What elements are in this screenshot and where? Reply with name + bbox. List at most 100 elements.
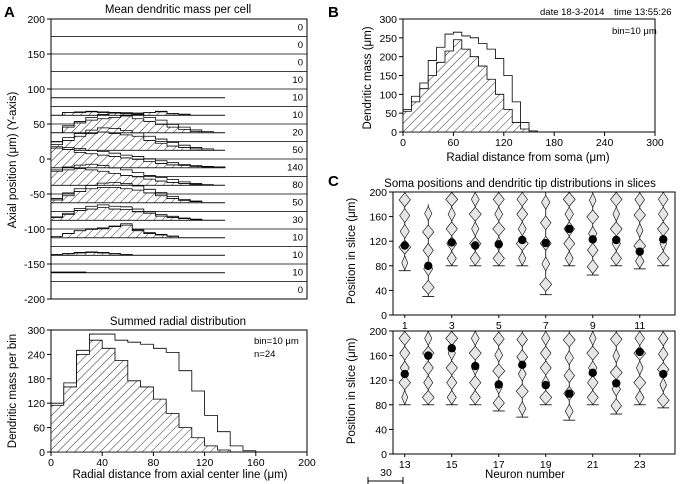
panel-a-ytick-label: 50 [33, 119, 45, 131]
panel-a-slice-count: 0 [298, 57, 303, 68]
panel-c-bottom-tip-density [492, 395, 505, 411]
panel-c-bottom-tip-density [494, 347, 504, 363]
panel-b: B date 18-3-2014 time 13:55:26 bin=10 μm… [328, 4, 672, 164]
panel-c-bottom-tip-density [539, 389, 553, 405]
panel-c-bottom-tip-density [517, 366, 527, 382]
panel-a-slice-hatched [50, 131, 225, 151]
panel-c-top-ytick-label: 80 [375, 261, 387, 273]
panel-c-bottom-tip-density [421, 389, 435, 405]
panel-c-bottom-tip-density [398, 375, 412, 391]
panel-b-xtick-label: 60 [448, 137, 460, 149]
panel-c-bottom-tip-density [399, 345, 411, 361]
panel-c-bottom-soma-dot [471, 361, 480, 371]
panel-b-time: time 13:55:26 [614, 7, 672, 18]
panel-c-bottom-tip-density [492, 331, 505, 347]
panel-b-ytick-label: 200 [379, 52, 397, 64]
panel-a-yticks: 200 150 100 50 0 -50 -100 -150 -200 [24, 14, 51, 306]
panel-c-bottom-ytick-label: 80 [375, 400, 387, 412]
panel-c-bottom-tip-density [610, 331, 623, 347]
panel-c-top-tip-density [401, 255, 409, 271]
panel-c-top-tip-density [492, 250, 505, 266]
panel-c-bottom-tip-density [468, 345, 482, 361]
panel-c-bottom-tip-density [539, 360, 552, 376]
panel-c-top-tip-density [541, 194, 551, 210]
panel-c-top-tip-density [656, 250, 670, 266]
panel-c-top-ylabel: Position in slice (μm) [346, 198, 358, 304]
panel-a-slice-hatched [50, 224, 225, 239]
panel-c-bottom-tip-density [445, 330, 459, 346]
panel-c-top-ytick-label: 120 [369, 236, 387, 248]
panel-c-top-tip-density [610, 250, 622, 266]
panel-c-bottom-tip-density [634, 330, 645, 346]
panel-c-top-tip-density [516, 191, 528, 207]
panel-b-xticks: 0 60 120 180 240 300 [400, 132, 664, 149]
panel-a-slice-hatched [50, 252, 225, 256]
panel-c-top-tip-density [447, 206, 456, 222]
panel-c-top-soma-dot [659, 235, 668, 244]
panel-b-ytick-label: 0 [391, 127, 397, 139]
panel-c-bottom-tip-density [445, 360, 458, 376]
panel-c-bottom-tip-density [589, 330, 597, 347]
panel-c-bottom-tip-density [610, 398, 622, 414]
panel-c-bottom-tip-density [611, 381, 621, 397]
panel-a-slice-count: 10 [292, 232, 303, 243]
panel-a-slice-hatched [50, 147, 225, 169]
panel-c-bottom-ytick-label: 0 [381, 449, 387, 461]
panel-c-bottom-tip-density [516, 332, 528, 348]
panel-b-xtick-label: 180 [545, 137, 563, 149]
panel-c-top-tip-density [494, 206, 504, 222]
panel-a-ytick-label: 150 [27, 49, 45, 61]
panel-c-bottom-tip-density [587, 375, 599, 391]
panel-c-bottom-tip-density [564, 350, 574, 366]
panel-c-bottom-tip-density [469, 389, 481, 405]
panel-a-summed-xtick-label: 120 [196, 457, 214, 469]
panel-b-ytick-label: 250 [379, 33, 397, 45]
panel-a-summed-bars [50, 333, 257, 453]
panel-c-top-tip-density [446, 250, 457, 266]
panel-b-xtick-label: 0 [400, 137, 406, 149]
panel-b-bars [402, 31, 655, 133]
panel-a-slice-hatched [50, 207, 225, 221]
panel-c-bottom-tip-density [633, 375, 647, 391]
panel-a-ytick-label: -100 [24, 224, 45, 236]
panel-c-bottom-xtick-label: 13 [399, 459, 411, 471]
panel-a-slice-count: 140 [287, 162, 303, 173]
panel-a-slice-count: 50 [292, 145, 303, 156]
panel-c-top-soma-dot [494, 240, 503, 249]
panel-c-bottom-ytick-label: 200 [369, 326, 387, 338]
panel-c-top-tip-density [471, 221, 480, 237]
panel-c-top-xtick-label: 11 [634, 320, 645, 332]
panel-c-bottom-tip-density [659, 377, 667, 393]
panel-c-top-tip-density [422, 224, 435, 240]
panel-c: C Soma positions and dendritic tip distr… [328, 173, 676, 484]
panel-c-top-tip-density [610, 191, 623, 207]
panel-c-bottom-tip-density [518, 400, 527, 417]
panel-c-top-ytick-label: 160 [369, 212, 387, 224]
panel-c-top-tip-density [562, 191, 576, 207]
panel-c-bottom-ylabel: Position in slice (μm) [346, 338, 358, 444]
panel-c-top-tip-density [398, 192, 411, 208]
panel-c-top-tip-density [517, 221, 527, 237]
panel-c-bottom-xtick-label: 23 [634, 459, 646, 471]
panel-a-summed-xtick-label: 40 [96, 457, 108, 469]
panel-c-bottom-neurons [398, 330, 670, 421]
panel-c-top-tip-density [424, 205, 433, 222]
panel-c-bottom-soma-dot [424, 351, 433, 360]
panel-a-summed-title: Summed radial distribution [110, 316, 246, 328]
panel-c-bottom-xtick-label: 19 [540, 459, 552, 471]
panel-c-bottom-tip-density [422, 360, 434, 376]
panel-c-top-tip-density [539, 276, 553, 292]
panel-b-xtick-label: 300 [646, 137, 664, 149]
panel-a-summed-ytick-label: 60 [33, 423, 45, 435]
panel-c-bottom-tip-density [540, 345, 552, 361]
panel-c-top-tip-density [586, 209, 600, 225]
panel-c-bottom-tip-density [636, 360, 644, 376]
panel-a-slice-count: 0 [298, 22, 303, 33]
panel-a-slice-count: 10 [292, 110, 303, 121]
panel-a-summed-bin-note: bin=10 μm [254, 336, 299, 347]
panel-b-ytick-label: 300 [379, 14, 397, 26]
panel-c-top-neurons [398, 191, 670, 297]
panel-a-summed-ytick-label: 180 [27, 374, 45, 386]
